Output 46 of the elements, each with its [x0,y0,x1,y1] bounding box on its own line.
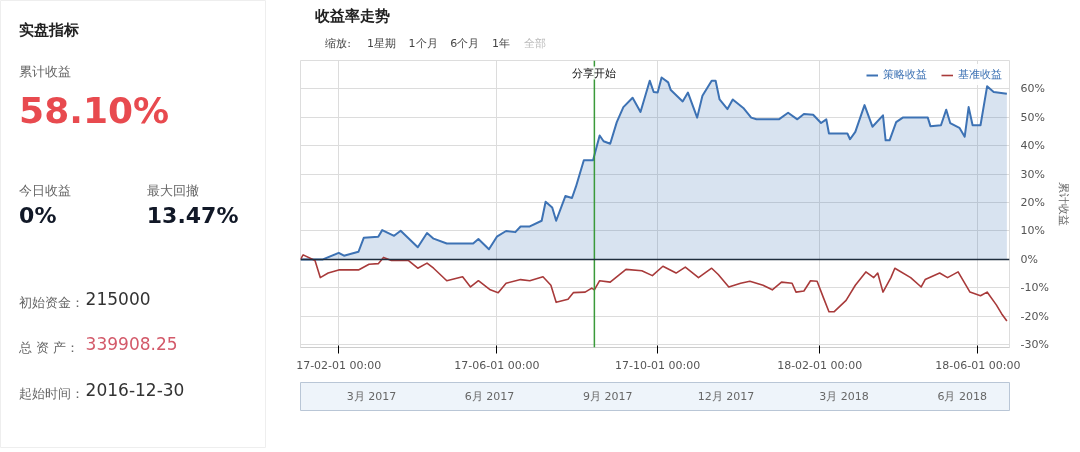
text: 初始资金： [19,295,85,311]
text: 今日收益 [19,183,72,199]
x-tick-label: 17-10-01 00:00 [615,358,701,372]
text: 1年 [491,36,510,50]
text: 实盘指标 [19,20,80,39]
y-tick-label: -30% [1020,338,1049,352]
text: 339908.25 [85,333,178,354]
x-tick-label: 18-02-01 00:00 [777,358,863,372]
legend-label: 基准收益 [958,67,1002,82]
line-series [300,254,1008,322]
text: 3月 2017 [346,390,397,403]
text: 6个月 [450,36,480,50]
text: 3月 2018 [819,390,869,403]
y-tick-label: 30% [1020,167,1045,181]
y-tick-label: 0% [1020,252,1038,266]
text: 215000 [85,288,151,309]
text: 全部 [523,36,546,50]
text: 总 资 产： [18,340,80,356]
legend-label: 策略收益 [883,67,927,82]
y-tick-label: 40% [1020,139,1045,153]
text: 58.10% [19,90,170,132]
y-axis-title: 累计收益 [1056,182,1070,226]
text: 6月 2017 [464,390,515,403]
x-tick-label: 18-06-01 00:00 [935,358,1021,372]
y-tick-label: 20% [1020,196,1045,210]
text: 最大回撤 [146,183,199,199]
text: 6月 2018 [937,390,987,403]
text: 1个月 [408,36,438,50]
x-tick-label: 17-06-01 00:00 [454,358,540,372]
chart-title: 收益率走势 [314,7,390,26]
text: 9月 2017 [582,390,633,403]
y-tick-label: 10% [1020,224,1045,238]
text: 累计收益 [19,64,72,80]
text: 1星期 [366,36,396,50]
y-tick-label: -20% [1020,309,1049,323]
y-tick-label: 60% [1020,82,1045,96]
text: 起始时间： [19,386,85,402]
x-tick-label: 17-02-01 00:00 [296,358,382,372]
text: 0% [19,203,57,228]
text: 缩放: [325,36,352,50]
text: 13.47% [146,203,239,228]
ref-line-label: 分享开始 [572,66,617,80]
text: 2016-12-30 [85,379,185,400]
y-tick-label: 50% [1020,110,1045,124]
text: 12月 2017 [697,390,755,403]
y-tick-label: -10% [1020,281,1049,295]
